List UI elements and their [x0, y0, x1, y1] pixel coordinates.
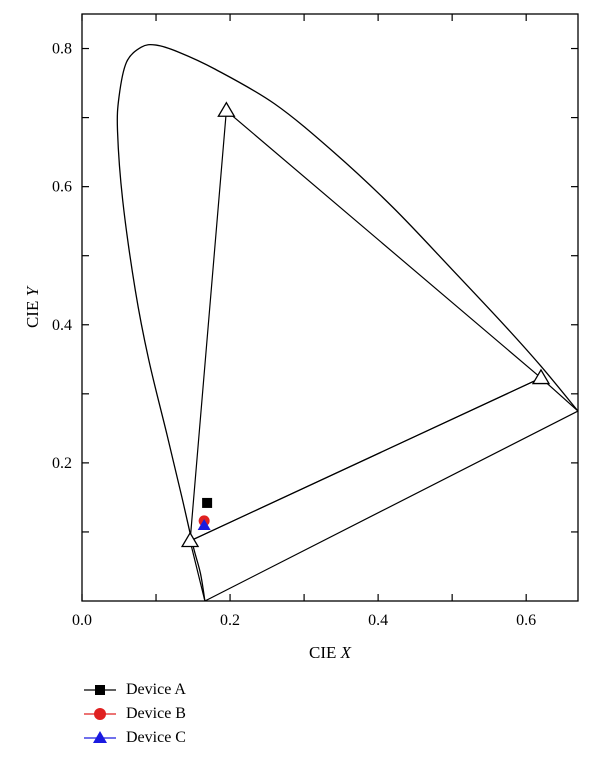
- legend: Device A Device B Device C: [82, 678, 186, 750]
- x-tick-label: 0.6: [516, 612, 536, 629]
- y-axis-label-prefix: CIE: [23, 296, 42, 328]
- legend-label: Device A: [126, 681, 186, 698]
- gamut-vertex-marker: [217, 101, 236, 117]
- plot-frame: [81, 13, 579, 602]
- legend-label: Device B: [126, 705, 186, 722]
- x-axis-label-var: X: [340, 643, 352, 662]
- gamut-triangle: [189, 109, 543, 542]
- legend-item: Device A: [82, 678, 186, 702]
- spectral-locus: [116, 43, 578, 601]
- legend-item: Device C: [82, 726, 186, 750]
- gamut-vertex-marker: [180, 531, 200, 548]
- legend-marker: [84, 708, 116, 720]
- y-tick-label: 0.4: [52, 317, 72, 334]
- x-tick-label: 0.2: [220, 612, 240, 629]
- x-tick-label: 0.0: [72, 612, 92, 629]
- y-tick-label: 0.2: [52, 455, 72, 472]
- gamut-vertex-marker: [531, 368, 551, 385]
- y-axis-label-var: Y: [23, 285, 42, 296]
- x-axis-label-prefix: CIE: [309, 643, 341, 662]
- legend-item: Device B: [82, 702, 186, 726]
- y-axis-label: CIE Y: [23, 285, 42, 328]
- y-tick-label: 0.6: [52, 179, 72, 196]
- x-tick-label: 0.4: [368, 612, 388, 629]
- band-outline: [189, 377, 578, 601]
- device-c-point: [197, 519, 211, 531]
- device-a-point: [202, 497, 213, 508]
- legend-marker: [84, 685, 116, 695]
- x-axis-label: CIE X: [309, 643, 352, 662]
- legend-marker: [84, 731, 116, 743]
- legend-label: Device C: [126, 729, 186, 746]
- y-tick-label: 0.8: [52, 41, 72, 58]
